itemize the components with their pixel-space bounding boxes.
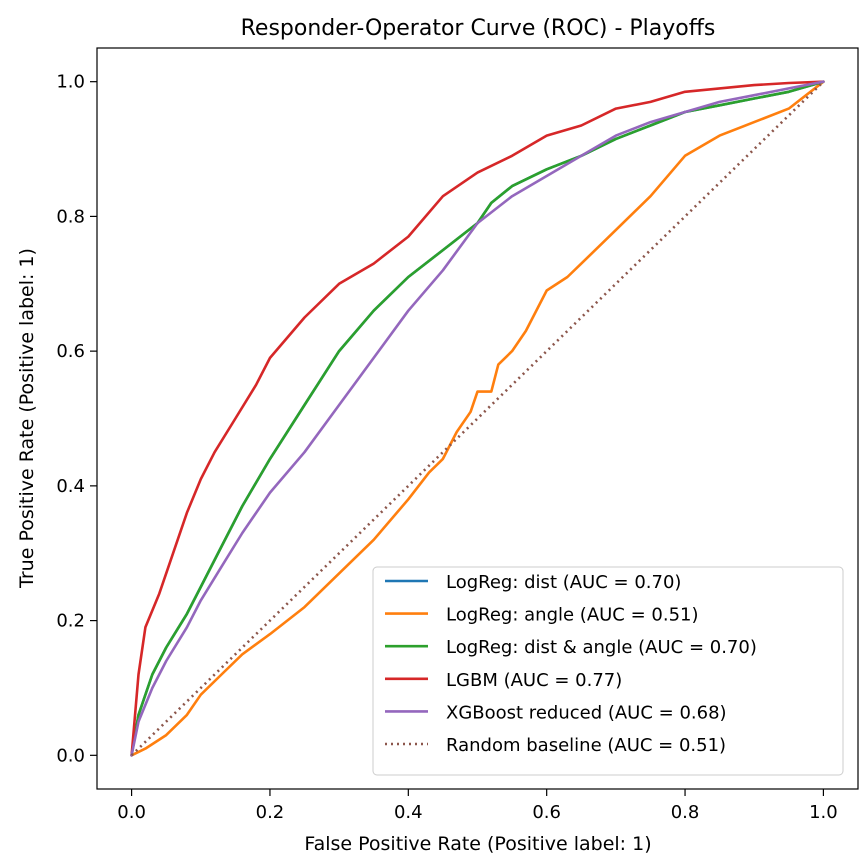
x-tick-label: 1.0	[809, 802, 838, 823]
x-axis-ticks: 0.0 0.2 0.4 0.6 0.8 1.0	[117, 789, 838, 823]
legend-box	[372, 566, 844, 776]
x-tick-label: 0.2	[256, 802, 285, 823]
plot-area: 0.0 0.2 0.4 0.6 0.8 1.0 0.0 0.2 0.4 0.6 0.8 1.0	[56, 47, 859, 823]
plot-frame	[96, 47, 859, 790]
y-axis-label: True Positive Rate (Positive label: 1)	[16, 248, 38, 589]
y-tick-label: 0.8	[56, 206, 85, 227]
legend-label: LogReg: dist & angle (AUC = 0.70)	[446, 637, 757, 658]
legend-label: LGBM (AUC = 0.77)	[446, 670, 622, 691]
series-line	[130, 80, 825, 757]
legend: LogReg: dist (AUC = 0.70) LogReg: angle (…	[372, 566, 844, 776]
y-tick-label: 1.0	[56, 72, 85, 93]
legend-label: LogReg: angle (AUC = 0.51)	[446, 605, 699, 626]
x-tick-label: 0.8	[671, 802, 700, 823]
legend-label: XGBoost reduced (AUC = 0.68)	[446, 702, 727, 723]
series-line	[130, 80, 825, 757]
legend-label: Random baseline (AUC = 0.51)	[446, 735, 726, 756]
y-tick-label: 0.2	[56, 611, 85, 632]
y-tick-label: 0.6	[56, 341, 85, 362]
x-tick-label: 0.0	[117, 802, 146, 823]
y-axis-ticks: 0.0 0.2 0.4 0.6 0.8 1.0	[56, 72, 97, 766]
legend-label: LogReg: dist (AUC = 0.70)	[446, 572, 681, 593]
y-tick-label: 0.0	[56, 745, 85, 766]
x-tick-label: 0.4	[394, 802, 423, 823]
series-line	[130, 80, 825, 757]
y-tick-label: 0.4	[56, 476, 85, 497]
series-layer	[130, 80, 825, 757]
series-line	[130, 80, 825, 757]
x-axis-label: False Positive Rate (Positive label: 1)	[304, 833, 651, 855]
legend-items: LogReg: dist (AUC = 0.70) LogReg: angle (…	[385, 572, 757, 756]
x-tick-label: 0.6	[532, 802, 561, 823]
chart-title: Responder-Operator Curve (ROC) - Playoff…	[241, 16, 716, 41]
